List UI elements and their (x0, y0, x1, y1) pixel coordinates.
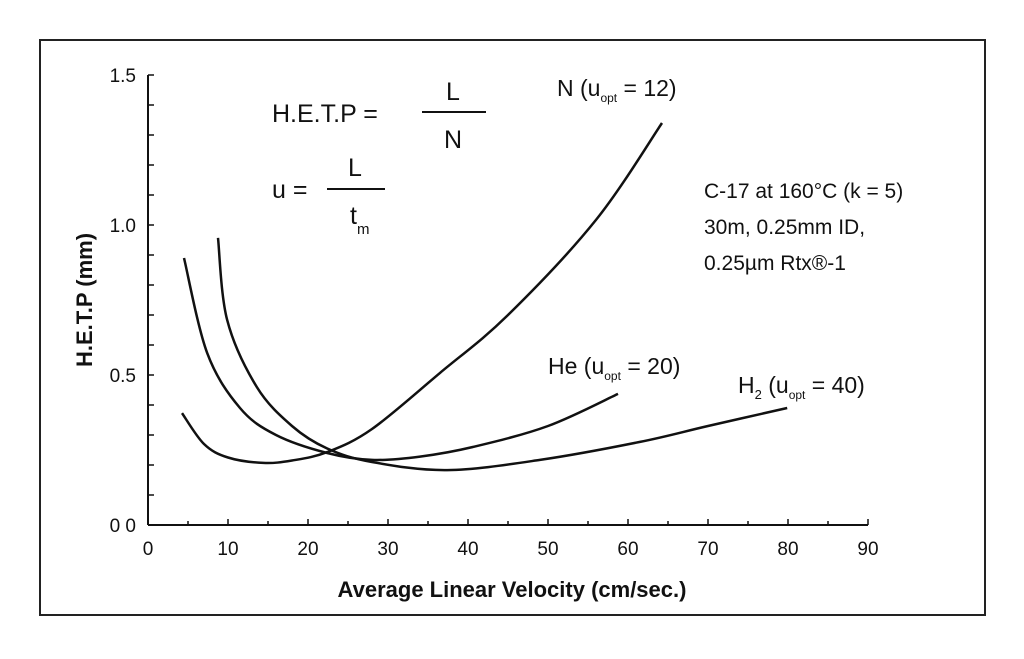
x-tick-label: 30 (377, 539, 398, 560)
x-tick-label: 60 (617, 539, 638, 560)
series-label-h2: H2 (uopt = 40) (738, 372, 865, 402)
x-axis-label: Average Linear Velocity (cm/sec.) (338, 577, 687, 602)
hetp-formula-numerator: L (446, 78, 460, 106)
curves (180, 122, 788, 472)
conditions-line-1: C-17 at 160°C (k = 5) (704, 180, 903, 203)
x-tick-label: 70 (697, 539, 718, 560)
series-label-n: N (uopt = 12) (557, 75, 677, 105)
u-formula-numerator: L (348, 154, 362, 182)
y-tick-label: 1.0 (110, 216, 136, 237)
x-tick-label: 80 (777, 539, 798, 560)
series-line-n (180, 122, 664, 465)
u-formula-denominator: tm (350, 202, 369, 238)
series-line-h2 (216, 237, 788, 472)
series-label-he: He (uopt = 20) (548, 353, 680, 383)
chart-frame (39, 39, 986, 616)
x-tick-label: 40 (457, 539, 478, 560)
y-tick-label: 1.5 (110, 66, 136, 87)
u-formula-lhs: u = (272, 176, 307, 204)
x-tick-label: 90 (857, 539, 878, 560)
hetp-formula-lhs: H.E.T.P = (272, 100, 378, 128)
conditions-line-2: 30m, 0.25mm ID, (704, 216, 865, 239)
y-tick-label: 0.5 (110, 366, 136, 387)
x-tick-label: 0 (143, 539, 154, 560)
y-tick-label: 0 0 (110, 516, 136, 537)
hetp-formula-denominator: N (444, 126, 462, 154)
conditions-line-3: 0.25µm Rtx®-1 (704, 252, 846, 275)
x-tick-label: 50 (537, 539, 558, 560)
axes: 0 10 20 30 40 50 60 70 80 90 0 0 0.5 1.0 1.5 (110, 66, 879, 560)
x-tick-label: 20 (297, 539, 318, 560)
y-axis-label: H.E.T.P (mm) (72, 233, 97, 367)
x-tick-label: 10 (217, 539, 238, 560)
series-line-he (182, 257, 619, 462)
